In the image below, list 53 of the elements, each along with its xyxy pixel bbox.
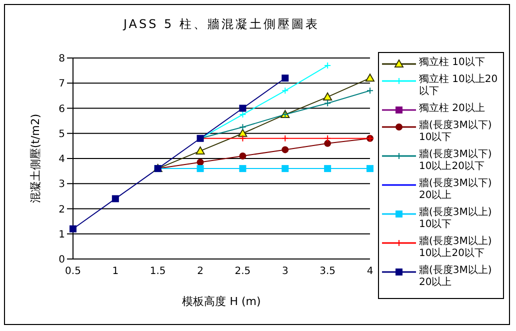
x-tick-label: 1.5 xyxy=(150,266,166,278)
point xyxy=(282,74,289,82)
y-tick-label: 5 xyxy=(58,128,65,140)
x-axis-title: 模板高度 H (m) xyxy=(182,295,261,308)
x-tick-label: 2.5 xyxy=(234,266,251,278)
point xyxy=(282,134,289,142)
point xyxy=(366,165,374,172)
point xyxy=(282,87,289,94)
x-tick-label: 4 xyxy=(366,266,374,278)
point xyxy=(324,100,332,107)
y-tick-label: 1 xyxy=(58,229,65,240)
y-axis-title: 混凝土側壓(t/m2) xyxy=(28,114,42,204)
point xyxy=(239,165,246,172)
y-tick-label: 0 xyxy=(58,254,65,266)
x-tick-label: 1 xyxy=(112,266,119,278)
legend-label: 獨立柱 10以下 xyxy=(419,57,485,69)
y-tick-label: 6 xyxy=(58,104,65,115)
y-tick-label: 7 xyxy=(58,78,65,90)
x-tick-label: 0.5 xyxy=(65,266,81,278)
point xyxy=(323,92,332,100)
y-tick-label: 3 xyxy=(58,179,65,190)
x-tick-label: 3.5 xyxy=(320,266,336,278)
x-tick-label: 2 xyxy=(197,266,204,278)
point xyxy=(239,152,246,160)
point xyxy=(324,140,332,147)
point xyxy=(282,146,289,154)
legend-label: 牆(長度3M以下) 10以下 xyxy=(419,120,493,144)
y-tick-label: 8 xyxy=(58,54,65,65)
legend-label: 獨立柱 20以上 xyxy=(419,103,485,115)
point xyxy=(196,158,204,166)
y-tick-label: 2 xyxy=(58,204,65,216)
point xyxy=(239,134,246,142)
point xyxy=(70,225,76,232)
legend-label: 牆(長度3M以上) 10以下 xyxy=(419,207,493,231)
point xyxy=(324,165,332,172)
point xyxy=(324,134,332,142)
point xyxy=(196,165,204,172)
legend-label: 牆(長度3M以上) 10以上20以下 xyxy=(419,236,493,260)
legend-label: 獨立柱 10以上20以下 xyxy=(419,74,499,98)
point xyxy=(282,165,289,172)
point xyxy=(366,74,374,82)
point xyxy=(196,146,205,154)
legend-label: 牆(長度3M以上) 20以上 xyxy=(419,265,493,289)
chart-title: JASS 5 柱、牆混凝土側壓圖表 xyxy=(122,16,321,33)
point xyxy=(112,195,119,202)
point xyxy=(239,124,246,131)
point xyxy=(238,128,248,137)
point xyxy=(239,111,246,118)
legend-label: 牆(長度3M以下) 10以上20以下 xyxy=(419,149,493,173)
point xyxy=(239,104,246,112)
legend-label: 牆(長度3M以下) 20以上 xyxy=(419,178,493,202)
y-tick-label: 4 xyxy=(58,154,65,166)
x-tick-label: 3 xyxy=(282,266,288,278)
